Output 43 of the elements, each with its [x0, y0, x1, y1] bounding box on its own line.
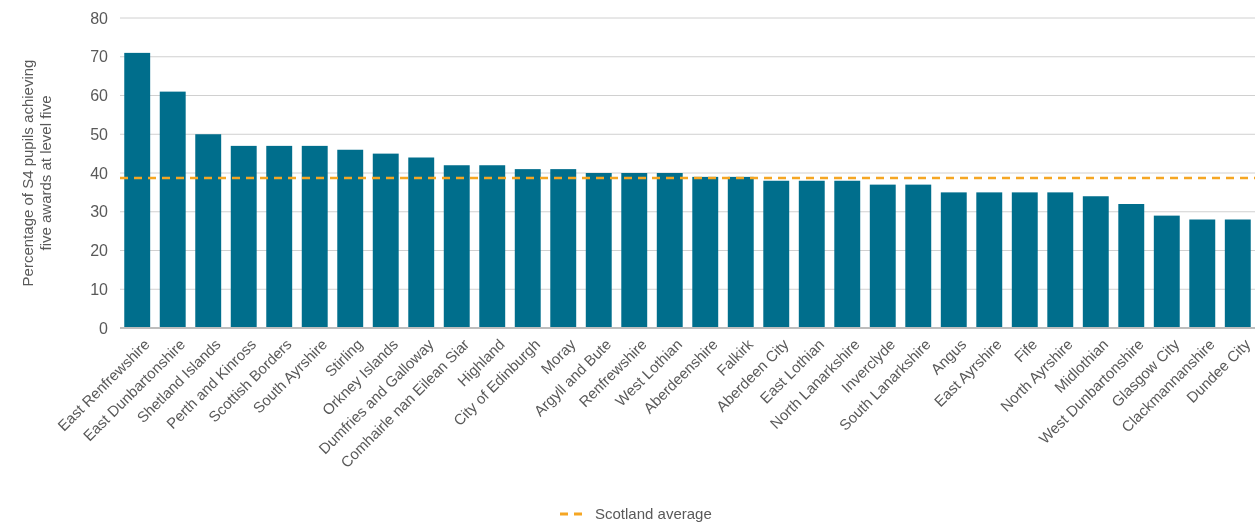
y-tick-label: 0 [99, 319, 109, 337]
legend-label: Scotland average [595, 505, 712, 522]
bar [514, 169, 541, 328]
bar [337, 149, 364, 328]
bar [1189, 219, 1216, 328]
bar [372, 153, 399, 328]
y-tick-label: 30 [90, 203, 109, 221]
y-tick-label: 80 [90, 9, 109, 27]
bar [798, 180, 825, 328]
bar [656, 173, 683, 328]
bar [195, 134, 222, 328]
bar [443, 165, 470, 328]
bar [905, 184, 932, 328]
bar [727, 176, 754, 328]
bar [940, 192, 967, 328]
y-tick-label: 20 [90, 242, 109, 260]
bar [1082, 196, 1109, 328]
bar [869, 184, 896, 328]
bar [159, 91, 186, 328]
bar [585, 173, 612, 328]
bar [1011, 192, 1038, 328]
bar [550, 169, 577, 328]
bar [479, 165, 506, 328]
bar [230, 145, 257, 328]
y-tick-label: 50 [90, 125, 109, 143]
bar [1118, 204, 1145, 328]
bar [266, 145, 293, 328]
bar [1153, 215, 1180, 328]
y-axis-title: Percentage of S4 pupils achieving five awards at level five [19, 59, 54, 287]
bar [124, 52, 151, 328]
bar [1224, 219, 1251, 328]
bar [692, 176, 719, 328]
bar [834, 180, 861, 328]
bar [301, 145, 328, 328]
y-tick-label: 10 [90, 280, 109, 298]
bar [621, 173, 648, 328]
bar [763, 180, 790, 328]
bar [976, 192, 1003, 328]
y-tick-label: 40 [90, 164, 109, 182]
y-tick-label: 70 [90, 48, 109, 66]
bar [1047, 192, 1074, 328]
y-tick-label: 60 [90, 87, 109, 105]
bar [408, 157, 435, 328]
